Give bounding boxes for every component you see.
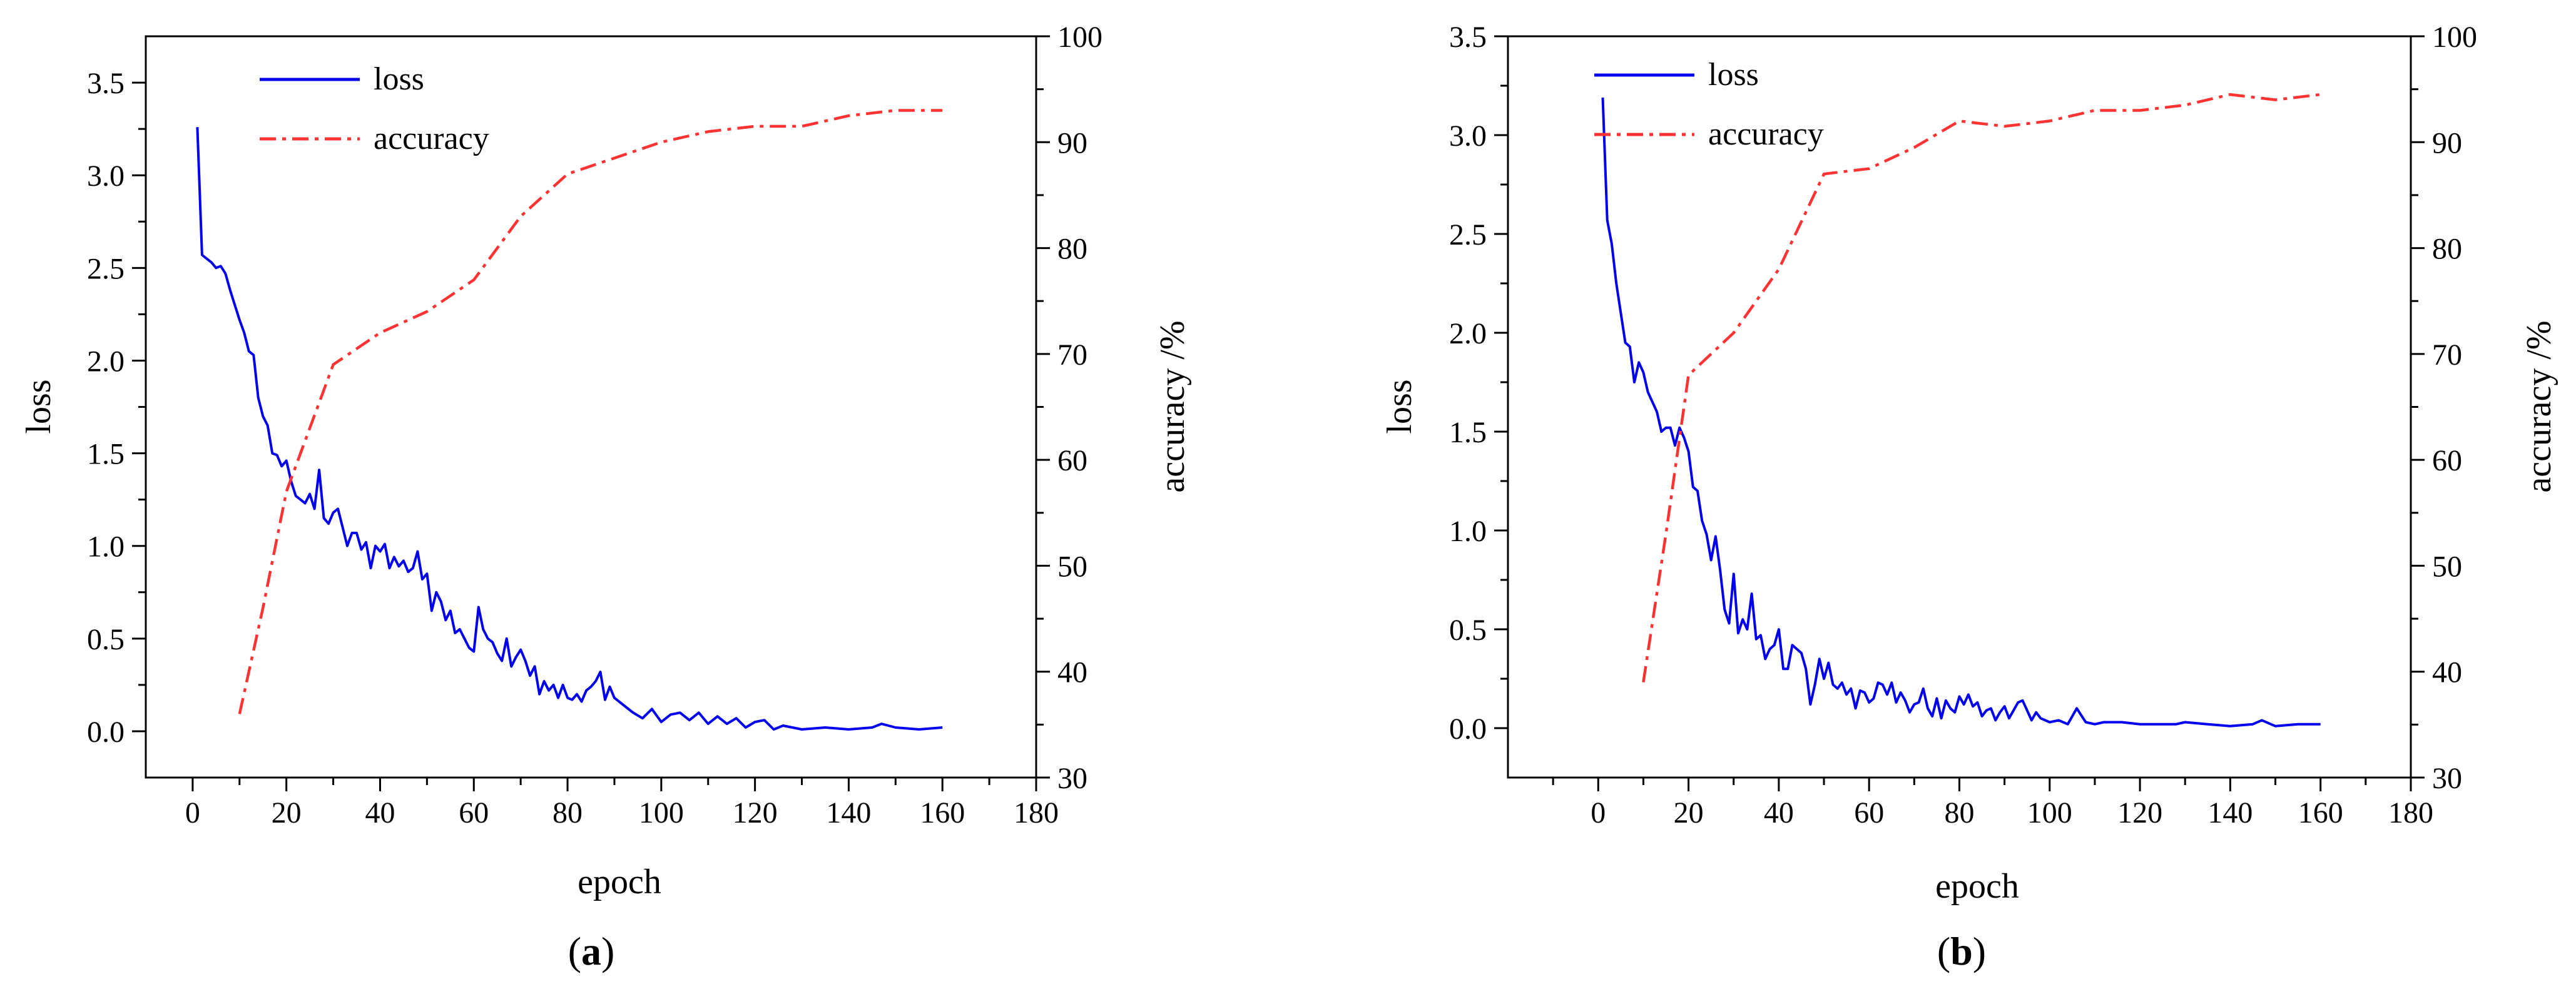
panel-a-accuracy-line [238,109,943,714]
panel-a-y-left-tick-label: 2.5 [87,252,125,285]
panel-b-x-tick-label-100: 100 [2027,796,2072,829]
panel-a-y-left-tick-label: 1.0 [87,530,125,564]
panel-a-x-tick-label-180: 180 [1014,796,1059,829]
panel-b-y-axis-left: 0.0 0.5 1.0 1.5 2.0 2.5 3.0 3.5 [1449,21,1508,746]
panel-b-y-right-tick-label: 70 [2432,338,2462,372]
panel-a-loss-line [196,127,943,731]
panel-b-y-right-tick-label: 60 [2432,444,2462,477]
panel-b-y-right-tick-label: 90 [2432,126,2462,160]
panel-a-x-tick-label-80: 80 [552,796,583,829]
panel-a-x-tick-label-40: 40 [365,796,395,829]
panel-b-y-right-tick-label: 40 [2432,656,2462,689]
panel-b-y-axis-left-label: loss [1380,379,1419,434]
panel-a-x-tick-label-160: 160 [920,796,965,829]
panel-a-y-right-tick-label: 100 [1057,21,1102,54]
panel-b-x-axis-label: epoch [1935,867,2019,906]
panel-b-x-tick-label-160: 160 [2298,796,2343,829]
panel-b-chart: 0 20 40 60 80 100 120 140 160 180 0.0 0.5 1.0 1.5 2.0… [1380,21,2558,973]
panel-a-y-axis-left: 0.0 0.5 1.0 1.5 2.0 2.5 3.0 3.5 [87,67,146,749]
panel-a-y-left-tick-label: 0.0 [87,716,125,749]
panel-b-x-tick-label-180: 180 [2388,796,2433,829]
panel-b-x-tick-label-20: 20 [1674,796,1704,829]
panel-a-y-right-tick-label: 60 [1057,444,1087,477]
panel-b-y-left-tick-label: 1.5 [1449,416,1487,449]
panel-b-x-tick-label-40: 40 [1764,796,1794,829]
panel-b-y-right-tick-label: 80 [2432,233,2462,266]
panel-b-x-tick-label-140: 140 [2207,796,2253,829]
panel-b-series [1601,93,2321,728]
panel-a-x-axis: 0 20 40 60 80 100 120 140 160 180 [185,778,1059,829]
panel-b-y-left-tick-label: 1.0 [1449,515,1487,548]
panel-a-y-left-tick-label: 2.0 [87,345,125,378]
panel-a-x-tick-label-0: 0 [185,796,200,829]
panel-a-caption-letter: a [581,929,601,973]
panel-b-y-left-tick-label: 2.0 [1449,317,1487,350]
panel-b-y-left-tick-label: 3.5 [1449,21,1487,54]
panel-b-y-left-tick-label: 0.5 [1449,614,1487,647]
panel-a-legend: loss accuracy [260,61,489,156]
panel-b-y-axis-right: 30 40 50 60 70 80 90 100 [2411,21,2477,795]
panel-a-y-right-tick-label: 80 [1057,233,1087,266]
panel-a-legend-accuracy-label: accuracy [374,121,489,156]
panel-b-x-tick-label-80: 80 [1945,796,1975,829]
panel-a-y-left-tick-label: 1.5 [87,438,125,471]
panel-a-y-axis-right: 30 40 50 60 70 80 90 100 [1036,21,1102,795]
panel-a-y-left-tick-label: 0.5 [87,623,125,656]
panel-a-y-right-tick-label: 50 [1057,550,1087,583]
panel-a-y-right-tick-label: 30 [1057,762,1087,795]
panel-a-y-right-tick-label: 70 [1057,338,1087,372]
panel-a-series [196,109,943,731]
panel-b-x-axis: 0 20 40 60 80 100 120 140 160 180 [1552,778,2433,829]
panel-b-x-tick-label-60: 60 [1854,796,1884,829]
panel-a-x-tick-label-140: 140 [826,796,871,829]
panel-a-caption: (a) [568,929,615,973]
panel-b-caption: (b) [1937,929,1986,973]
panel-b-x-tick-label-120: 120 [2117,796,2162,829]
panel-b-plot-frame [1507,35,2412,779]
panel-b-legend-loss-label: loss [1708,57,1759,93]
panel-a-y-left-tick-label: 3.0 [87,160,125,193]
panel-a-x-tick-label-120: 120 [733,796,778,829]
panel-a-y-right-tick-label: 40 [1057,656,1087,689]
panel-a-x-tick-label-20: 20 [272,796,302,829]
panel-b-y-axis-right-label: accuracy /% [2520,320,2558,492]
panel-a-legend-loss-label: loss [374,61,424,97]
panel-b-y-left-tick-label: 3.0 [1449,119,1487,153]
panel-a-y-left-tick-label: 3.5 [87,67,125,100]
panel-b-y-right-tick-label: 50 [2432,550,2462,583]
panel-b-legend-accuracy-label: accuracy [1708,116,1824,152]
panel-a-x-axis-label: epoch [578,863,661,901]
panel-b-loss-line [1601,97,2321,728]
panel-a-x-tick-label-100: 100 [639,796,684,829]
panel-b-y-right-tick-label: 30 [2432,762,2462,795]
panel-b-caption-letter: b [1950,929,1973,973]
panel-b-y-left-tick-label: 0.0 [1449,712,1487,746]
panel-a-plot-frame [145,35,1037,779]
panel-b-y-left-tick-label: 2.5 [1449,218,1487,251]
panel-a-chart: 0 20 40 60 80 100 120 140 160 180 0.0 0.5 1.0 1.5 2.0… [19,21,1192,973]
panel-a-y-axis-right-label: accuracy /% [1153,320,1192,492]
panel-a-x-tick-label-60: 60 [459,796,489,829]
panel-b-legend: loss accuracy [1594,57,1824,152]
panel-b-y-right-tick-label: 100 [2432,21,2477,54]
panel-b-accuracy-line [1642,93,2321,682]
panel-b-x-tick-label-0: 0 [1591,796,1606,829]
panel-a-y-right-tick-label: 90 [1057,126,1087,160]
panel-a-y-axis-left-label: loss [19,379,58,434]
